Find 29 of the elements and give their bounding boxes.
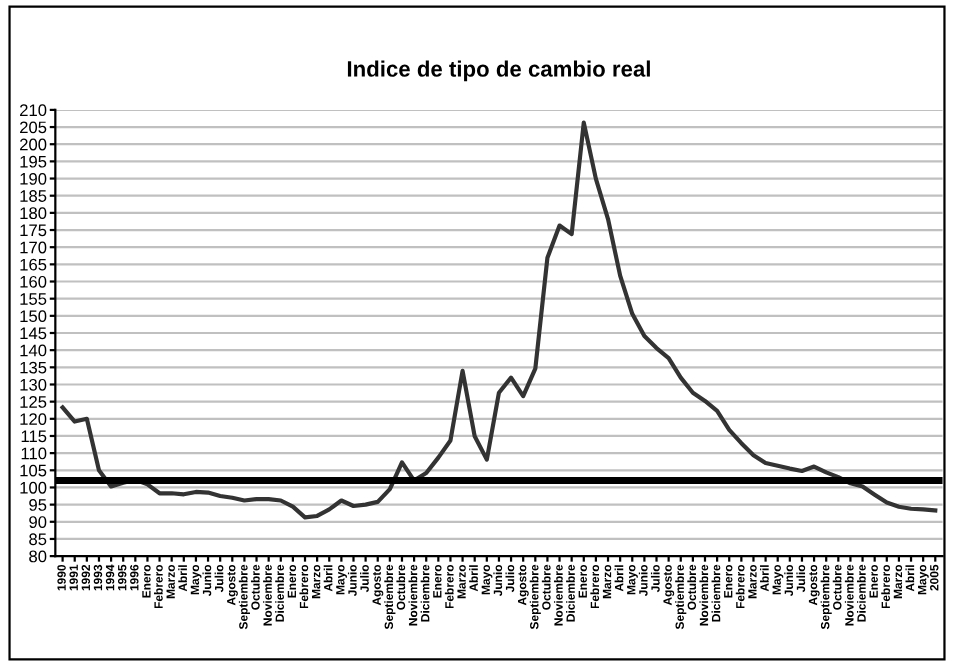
y-tick-label: 120 (20, 413, 47, 426)
y-tick-label: 80 (29, 550, 47, 563)
y-tick-label: 210 (20, 104, 47, 117)
y-tick-label: 180 (20, 207, 47, 220)
y-tick-label: 145 (20, 327, 47, 340)
y-tick-label: 140 (20, 344, 47, 357)
y-tick-label: 200 (20, 138, 47, 151)
y-tick-label: 110 (21, 447, 47, 460)
y-tick-label: 105 (20, 464, 47, 477)
y-tick-label: 85 (29, 533, 47, 546)
y-tick-label: 155 (20, 293, 47, 305)
y-tick-label: 170 (20, 241, 47, 254)
line-series (60, 120, 938, 520)
y-tick-label: 165 (20, 258, 47, 271)
y-tick-label: 115 (21, 430, 47, 443)
y-tick-label: 135 (20, 361, 47, 374)
y-tick-label: 150 (20, 310, 47, 323)
y-tick-label: 95 (29, 499, 47, 511)
y-tick-label: 195 (20, 155, 47, 168)
y-tick-label: 125 (20, 396, 47, 408)
y-tick-label: 175 (20, 224, 47, 237)
y-tick-label: 100 (20, 481, 47, 494)
y-tick-label: 190 (20, 172, 47, 185)
chart-title: Indice de tipo de cambio real (347, 60, 650, 82)
y-tick-label: 130 (20, 378, 47, 391)
y-tick-label: 160 (20, 275, 47, 288)
y-tick-label: 205 (20, 121, 47, 134)
y-tick-label: 185 (20, 190, 47, 202)
y-tick-label: 90 (29, 516, 47, 528)
